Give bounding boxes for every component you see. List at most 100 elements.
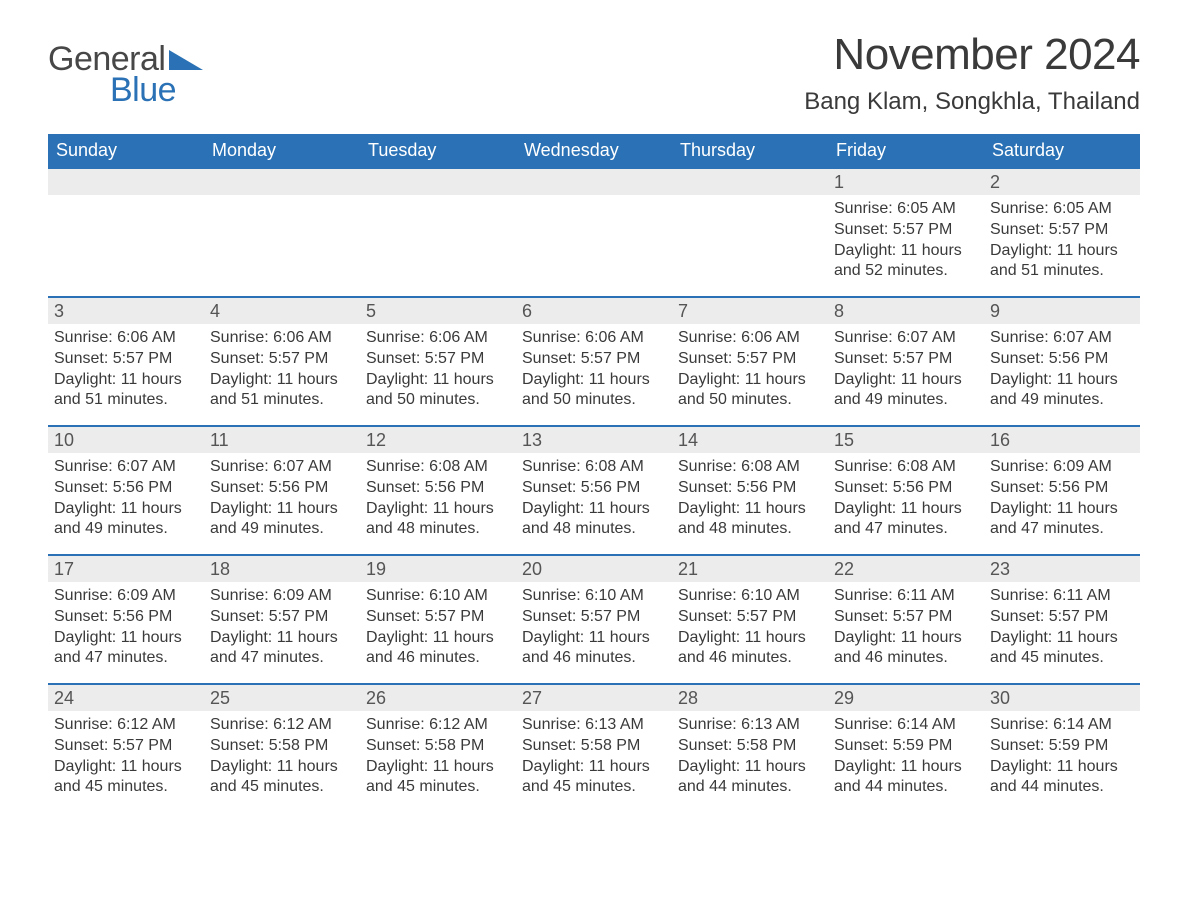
sunrise-text: Sunrise: 6:05 AM: [834, 199, 978, 219]
sunset-text: Sunset: 5:57 PM: [366, 349, 510, 369]
day-number-cell: 7: [672, 297, 828, 324]
day-number-cell: 26: [360, 684, 516, 711]
sunset-text: Sunset: 5:57 PM: [990, 220, 1134, 240]
day-number-cell: 13: [516, 426, 672, 453]
day-info-row: Sunrise: 6:12 AMSunset: 5:57 PMDaylight:…: [48, 711, 1140, 813]
sunset-text: Sunset: 5:58 PM: [210, 736, 354, 756]
sunrise-text: Sunrise: 6:10 AM: [678, 586, 822, 606]
day-number-cell: 8: [828, 297, 984, 324]
sunrise-text: Sunrise: 6:12 AM: [54, 715, 198, 735]
day-number-row: 3456789: [48, 297, 1140, 324]
day-number-cell: 19: [360, 555, 516, 582]
daylight-text: Daylight: 11 hours and 47 minutes.: [990, 499, 1134, 539]
day-number-cell: 10: [48, 426, 204, 453]
sunrise-text: Sunrise: 6:07 AM: [210, 457, 354, 477]
sunset-text: Sunset: 5:58 PM: [678, 736, 822, 756]
sunset-text: Sunset: 5:56 PM: [54, 478, 198, 498]
day-number-cell: [204, 168, 360, 195]
day-info-cell: [360, 195, 516, 297]
day-number-cell: [48, 168, 204, 195]
day-info-cell: Sunrise: 6:12 AMSunset: 5:57 PMDaylight:…: [48, 711, 204, 813]
day-number-cell: 18: [204, 555, 360, 582]
day-of-week-row: Sunday Monday Tuesday Wednesday Thursday…: [48, 134, 1140, 168]
daylight-text: Daylight: 11 hours and 46 minutes.: [834, 628, 978, 668]
title-block: November 2024 Bang Klam, Songkhla, Thail…: [804, 30, 1140, 116]
sunrise-text: Sunrise: 6:09 AM: [990, 457, 1134, 477]
daylight-text: Daylight: 11 hours and 52 minutes.: [834, 241, 978, 281]
sunset-text: Sunset: 5:57 PM: [366, 607, 510, 627]
day-number-cell: 22: [828, 555, 984, 582]
day-number-cell: 28: [672, 684, 828, 711]
daylight-text: Daylight: 11 hours and 48 minutes.: [678, 499, 822, 539]
daylight-text: Daylight: 11 hours and 47 minutes.: [54, 628, 198, 668]
sunset-text: Sunset: 5:57 PM: [54, 349, 198, 369]
sunrise-text: Sunrise: 6:12 AM: [210, 715, 354, 735]
day-info-cell: [48, 195, 204, 297]
day-info-cell: Sunrise: 6:05 AMSunset: 5:57 PMDaylight:…: [984, 195, 1140, 297]
sunrise-text: Sunrise: 6:14 AM: [990, 715, 1134, 735]
day-info-cell: Sunrise: 6:13 AMSunset: 5:58 PMDaylight:…: [516, 711, 672, 813]
day-number-cell: 14: [672, 426, 828, 453]
day-info-cell: Sunrise: 6:14 AMSunset: 5:59 PMDaylight:…: [984, 711, 1140, 813]
day-number-cell: 1: [828, 168, 984, 195]
dow-wednesday: Wednesday: [516, 134, 672, 168]
sunset-text: Sunset: 5:58 PM: [366, 736, 510, 756]
daylight-text: Daylight: 11 hours and 44 minutes.: [834, 757, 978, 797]
sunset-text: Sunset: 5:56 PM: [834, 478, 978, 498]
sunrise-text: Sunrise: 6:07 AM: [834, 328, 978, 348]
sunrise-text: Sunrise: 6:06 AM: [210, 328, 354, 348]
sunset-text: Sunset: 5:58 PM: [522, 736, 666, 756]
day-info-cell: Sunrise: 6:08 AMSunset: 5:56 PMDaylight:…: [672, 453, 828, 555]
daylight-text: Daylight: 11 hours and 45 minutes.: [210, 757, 354, 797]
sunset-text: Sunset: 5:57 PM: [522, 607, 666, 627]
sunset-text: Sunset: 5:57 PM: [678, 607, 822, 627]
sunset-text: Sunset: 5:56 PM: [522, 478, 666, 498]
day-number-cell: 21: [672, 555, 828, 582]
sunrise-text: Sunrise: 6:10 AM: [522, 586, 666, 606]
daylight-text: Daylight: 11 hours and 49 minutes.: [210, 499, 354, 539]
sunrise-text: Sunrise: 6:06 AM: [366, 328, 510, 348]
dow-thursday: Thursday: [672, 134, 828, 168]
daylight-text: Daylight: 11 hours and 44 minutes.: [990, 757, 1134, 797]
day-info-cell: Sunrise: 6:12 AMSunset: 5:58 PMDaylight:…: [360, 711, 516, 813]
sunrise-text: Sunrise: 6:08 AM: [834, 457, 978, 477]
daylight-text: Daylight: 11 hours and 46 minutes.: [678, 628, 822, 668]
dow-monday: Monday: [204, 134, 360, 168]
day-number-cell: 30: [984, 684, 1140, 711]
sunset-text: Sunset: 5:56 PM: [990, 349, 1134, 369]
daylight-text: Daylight: 11 hours and 45 minutes.: [522, 757, 666, 797]
day-number-cell: 16: [984, 426, 1140, 453]
day-info-cell: Sunrise: 6:06 AMSunset: 5:57 PMDaylight:…: [360, 324, 516, 426]
sunset-text: Sunset: 5:59 PM: [834, 736, 978, 756]
sunrise-text: Sunrise: 6:06 AM: [522, 328, 666, 348]
day-number-cell: 20: [516, 555, 672, 582]
sunrise-text: Sunrise: 6:06 AM: [678, 328, 822, 348]
sunset-text: Sunset: 5:57 PM: [210, 349, 354, 369]
sunrise-text: Sunrise: 6:13 AM: [678, 715, 822, 735]
day-info-cell: Sunrise: 6:10 AMSunset: 5:57 PMDaylight:…: [360, 582, 516, 684]
sunrise-text: Sunrise: 6:12 AM: [366, 715, 510, 735]
day-info-cell: Sunrise: 6:08 AMSunset: 5:56 PMDaylight:…: [516, 453, 672, 555]
dow-tuesday: Tuesday: [360, 134, 516, 168]
sunset-text: Sunset: 5:57 PM: [834, 607, 978, 627]
daylight-text: Daylight: 11 hours and 49 minutes.: [54, 499, 198, 539]
sunrise-text: Sunrise: 6:08 AM: [678, 457, 822, 477]
sunrise-text: Sunrise: 6:07 AM: [54, 457, 198, 477]
day-info-cell: Sunrise: 6:06 AMSunset: 5:57 PMDaylight:…: [48, 324, 204, 426]
sunrise-text: Sunrise: 6:05 AM: [990, 199, 1134, 219]
sunrise-text: Sunrise: 6:08 AM: [522, 457, 666, 477]
page-header: General Blue November 2024 Bang Klam, So…: [48, 30, 1140, 116]
day-info-cell: Sunrise: 6:06 AMSunset: 5:57 PMDaylight:…: [516, 324, 672, 426]
day-number-cell: 6: [516, 297, 672, 324]
day-number-cell: 3: [48, 297, 204, 324]
day-number-cell: [672, 168, 828, 195]
day-number-cell: 15: [828, 426, 984, 453]
sunset-text: Sunset: 5:57 PM: [210, 607, 354, 627]
calendar-table: Sunday Monday Tuesday Wednesday Thursday…: [48, 134, 1140, 813]
month-title: November 2024: [804, 30, 1140, 80]
day-info-cell: Sunrise: 6:09 AMSunset: 5:56 PMDaylight:…: [48, 582, 204, 684]
day-info-cell: Sunrise: 6:11 AMSunset: 5:57 PMDaylight:…: [828, 582, 984, 684]
dow-friday: Friday: [828, 134, 984, 168]
day-info-cell: Sunrise: 6:14 AMSunset: 5:59 PMDaylight:…: [828, 711, 984, 813]
day-info-cell: Sunrise: 6:07 AMSunset: 5:57 PMDaylight:…: [828, 324, 984, 426]
